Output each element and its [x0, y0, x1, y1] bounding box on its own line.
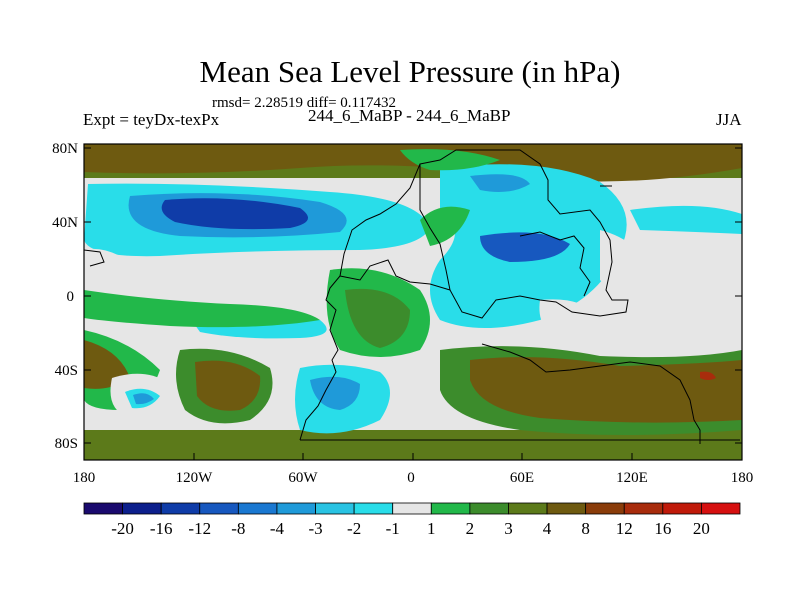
colorbar-label: 2 — [466, 519, 475, 538]
lat-label-eq: 0 — [67, 289, 75, 305]
rmsd-diff-stats: rmsd= 2.28519 diff= 0.117432 — [212, 95, 396, 111]
colorbar-label: -20 — [111, 519, 134, 538]
colorbar-swatch — [701, 502, 741, 515]
colorbar-label: -1 — [386, 519, 400, 538]
colorbar-swatch — [508, 502, 548, 515]
colorbar-swatch — [83, 502, 123, 515]
period-label: 244_6_MaBP - 244_6_MaBP — [308, 106, 511, 125]
colorbar-label: 3 — [504, 519, 513, 538]
colorbar-label: -4 — [270, 519, 285, 538]
experiment-label: Expt = teyDx-texPx — [83, 110, 220, 129]
colorbar-swatch — [160, 502, 201, 515]
colorbar-swatch — [276, 502, 316, 515]
colorbar-swatch — [546, 502, 587, 515]
lon-label-120e: 120E — [616, 470, 648, 486]
colorbar-swatch — [237, 502, 278, 515]
colorbar-label: 12 — [616, 519, 633, 538]
lon-label-180w: 180 — [73, 470, 96, 486]
colorbar-swatch — [430, 502, 471, 515]
lat-label-40s: 40S — [55, 363, 78, 379]
lat-label-80n: 80N — [52, 141, 78, 157]
lat-ticks — [84, 147, 742, 444]
lon-ticks — [83, 453, 743, 460]
colorbar-label: 16 — [654, 519, 671, 538]
lat-label-40n: 40N — [52, 215, 78, 231]
colorbar-swatch — [199, 502, 239, 515]
page-title: Mean Sea Level Pressure (in hPa) — [199, 54, 621, 89]
colorbar-label: 20 — [693, 519, 710, 538]
colorbar-label: -2 — [347, 519, 361, 538]
lon-label-180e: 180 — [731, 470, 754, 486]
lon-label-0: 0 — [407, 470, 415, 486]
colorbar-label: -16 — [150, 519, 173, 538]
colorbar-swatch — [662, 502, 702, 515]
lat-label-80s: 80S — [55, 436, 78, 452]
colorbar-label: -8 — [231, 519, 245, 538]
colorbar-label: -12 — [188, 519, 211, 538]
colorbar: -20 -16 -12 -8 -4 -3 -2 -1 1 2 3 4 8 12 16 20 — [83, 502, 741, 538]
lon-label-120w: 120W — [176, 470, 214, 486]
colorbar-label: -3 — [308, 519, 322, 538]
colorbar-swatch — [623, 502, 664, 515]
colorbar-label: 1 — [427, 519, 436, 538]
colorbar-label: 8 — [581, 519, 590, 538]
lon-label-60e: 60E — [510, 470, 534, 486]
coastlines — [84, 149, 740, 444]
colorbar-swatch — [122, 502, 162, 515]
colorbar-swatch — [392, 502, 432, 515]
pressure-field — [84, 144, 742, 460]
colorbar-swatch — [585, 502, 625, 515]
lon-label-60w: 60W — [288, 470, 318, 486]
colorbar-swatch — [353, 502, 394, 515]
colorbar-swatch — [315, 502, 355, 515]
colorbar-swatch — [469, 502, 509, 515]
season-label: JJA — [716, 110, 742, 129]
colorbar-label: 4 — [543, 519, 552, 538]
